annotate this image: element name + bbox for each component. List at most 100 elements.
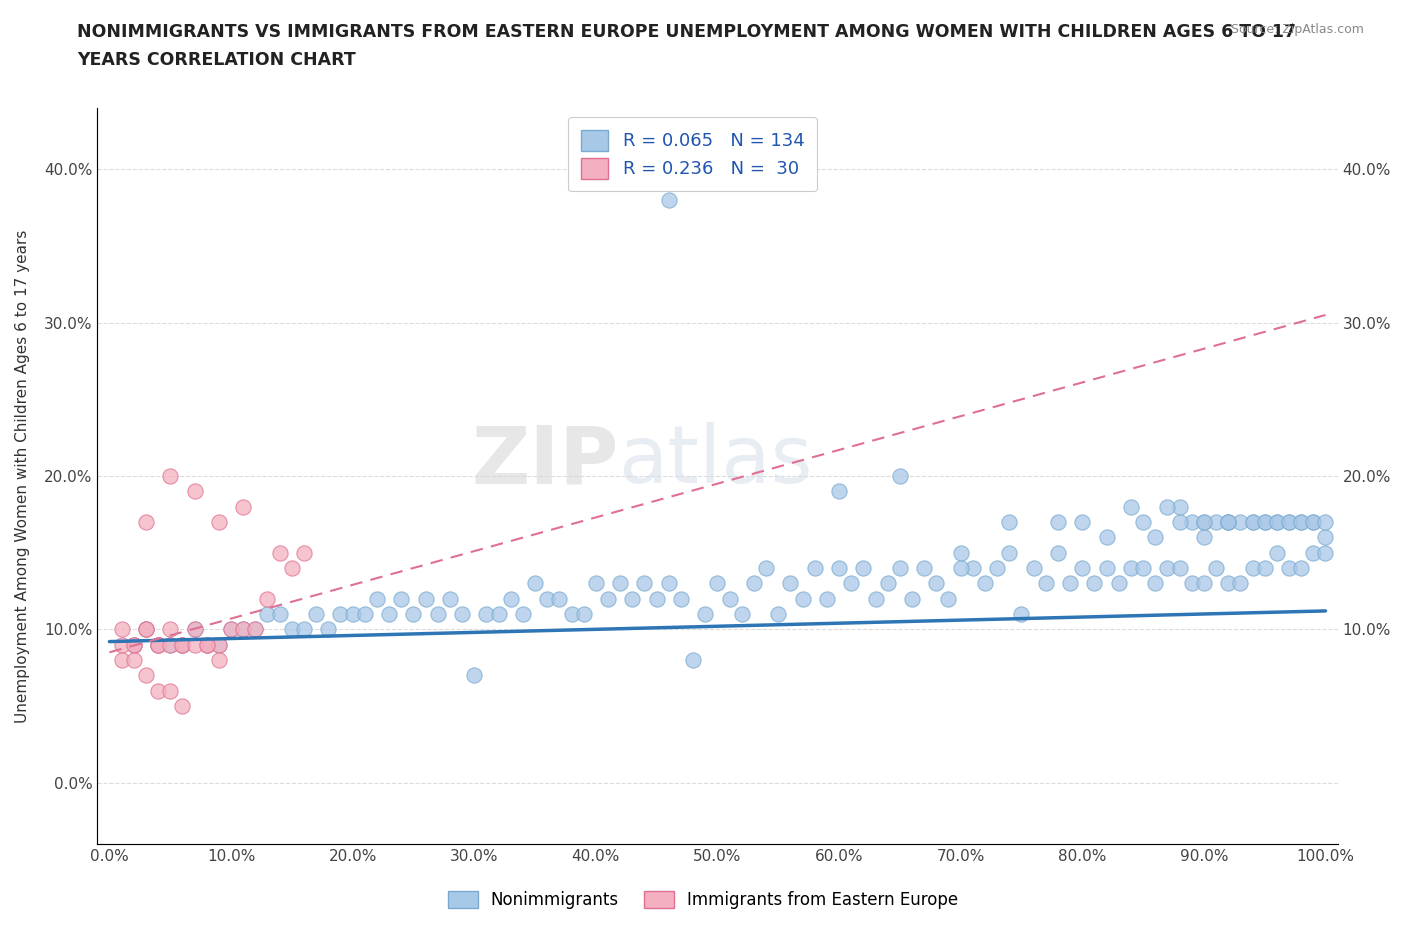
Point [669, 591, 692, 606]
Point [1168, 499, 1191, 514]
Point [1253, 514, 1275, 529]
Point [1302, 514, 1324, 529]
Point [183, 622, 205, 637]
Point [512, 606, 534, 621]
Point [378, 606, 401, 621]
Point [146, 684, 169, 698]
Point [269, 545, 291, 560]
Point [219, 622, 242, 637]
Point [269, 606, 291, 621]
Text: Source: ZipAtlas.com: Source: ZipAtlas.com [1230, 23, 1364, 36]
Point [122, 637, 145, 652]
Point [876, 576, 898, 591]
Point [219, 622, 242, 637]
Point [901, 591, 924, 606]
Point [1156, 499, 1178, 514]
Point [1192, 530, 1215, 545]
Point [110, 622, 132, 637]
Point [1168, 514, 1191, 529]
Point [986, 561, 1008, 576]
Point [353, 606, 375, 621]
Point [536, 591, 558, 606]
Point [499, 591, 522, 606]
Point [135, 622, 157, 637]
Point [1218, 514, 1240, 529]
Point [1022, 561, 1045, 576]
Point [159, 622, 181, 637]
Point [1083, 576, 1105, 591]
Point [1278, 514, 1301, 529]
Point [695, 606, 717, 621]
Point [1181, 514, 1204, 529]
Text: NONIMMIGRANTS VS IMMIGRANTS FROM EASTERN EUROPE UNEMPLOYMENT AMONG WOMEN WITH CH: NONIMMIGRANTS VS IMMIGRANTS FROM EASTERN… [77, 23, 1296, 41]
Point [159, 469, 181, 484]
Point [779, 576, 801, 591]
Point [1071, 514, 1094, 529]
Point [828, 561, 851, 576]
Point [1289, 561, 1312, 576]
Point [1132, 561, 1154, 576]
Point [839, 576, 862, 591]
Point [938, 591, 960, 606]
Legend: R = 0.065   N = 134, R = 0.236   N =  30: R = 0.065 N = 134, R = 0.236 N = 30 [568, 117, 817, 192]
Point [415, 591, 437, 606]
Point [1218, 514, 1240, 529]
Point [949, 545, 972, 560]
Y-axis label: Unemployment Among Women with Children Ages 6 to 17 years: Unemployment Among Women with Children A… [15, 230, 30, 723]
Text: ZIP: ZIP [471, 422, 619, 500]
Point [1315, 514, 1337, 529]
Point [245, 622, 267, 637]
Point [815, 591, 838, 606]
Point [572, 606, 595, 621]
Point [658, 193, 681, 207]
Point [208, 653, 231, 668]
Point [172, 698, 194, 713]
Point [318, 622, 340, 637]
Point [768, 606, 790, 621]
Point [548, 591, 571, 606]
Point [1218, 576, 1240, 591]
Point [135, 622, 157, 637]
Point [1265, 514, 1288, 529]
Point [731, 606, 754, 621]
Point [1315, 530, 1337, 545]
Point [1011, 606, 1033, 621]
Point [1119, 561, 1142, 576]
Point [110, 653, 132, 668]
Point [1302, 545, 1324, 560]
Point [488, 606, 510, 621]
Point [609, 576, 631, 591]
Point [426, 606, 449, 621]
Point [1315, 545, 1337, 560]
Point [122, 637, 145, 652]
Point [962, 561, 984, 576]
Point [208, 637, 231, 652]
Point [1205, 561, 1227, 576]
Point [1229, 576, 1251, 591]
Point [159, 684, 181, 698]
Point [292, 622, 315, 637]
Point [135, 668, 157, 683]
Point [439, 591, 461, 606]
Point [463, 668, 485, 683]
Point [1108, 576, 1130, 591]
Point [925, 576, 948, 591]
Point [706, 576, 728, 591]
Point [1265, 514, 1288, 529]
Point [1132, 514, 1154, 529]
Point [1071, 561, 1094, 576]
Point [1192, 514, 1215, 529]
Point [281, 622, 304, 637]
Point [1218, 514, 1240, 529]
Point [865, 591, 887, 606]
Point [1229, 514, 1251, 529]
Point [1302, 514, 1324, 529]
Point [245, 622, 267, 637]
Point [792, 591, 814, 606]
Point [122, 653, 145, 668]
Point [172, 637, 194, 652]
Point [195, 637, 218, 652]
Point [1046, 545, 1069, 560]
Point [1192, 514, 1215, 529]
Point [195, 637, 218, 652]
